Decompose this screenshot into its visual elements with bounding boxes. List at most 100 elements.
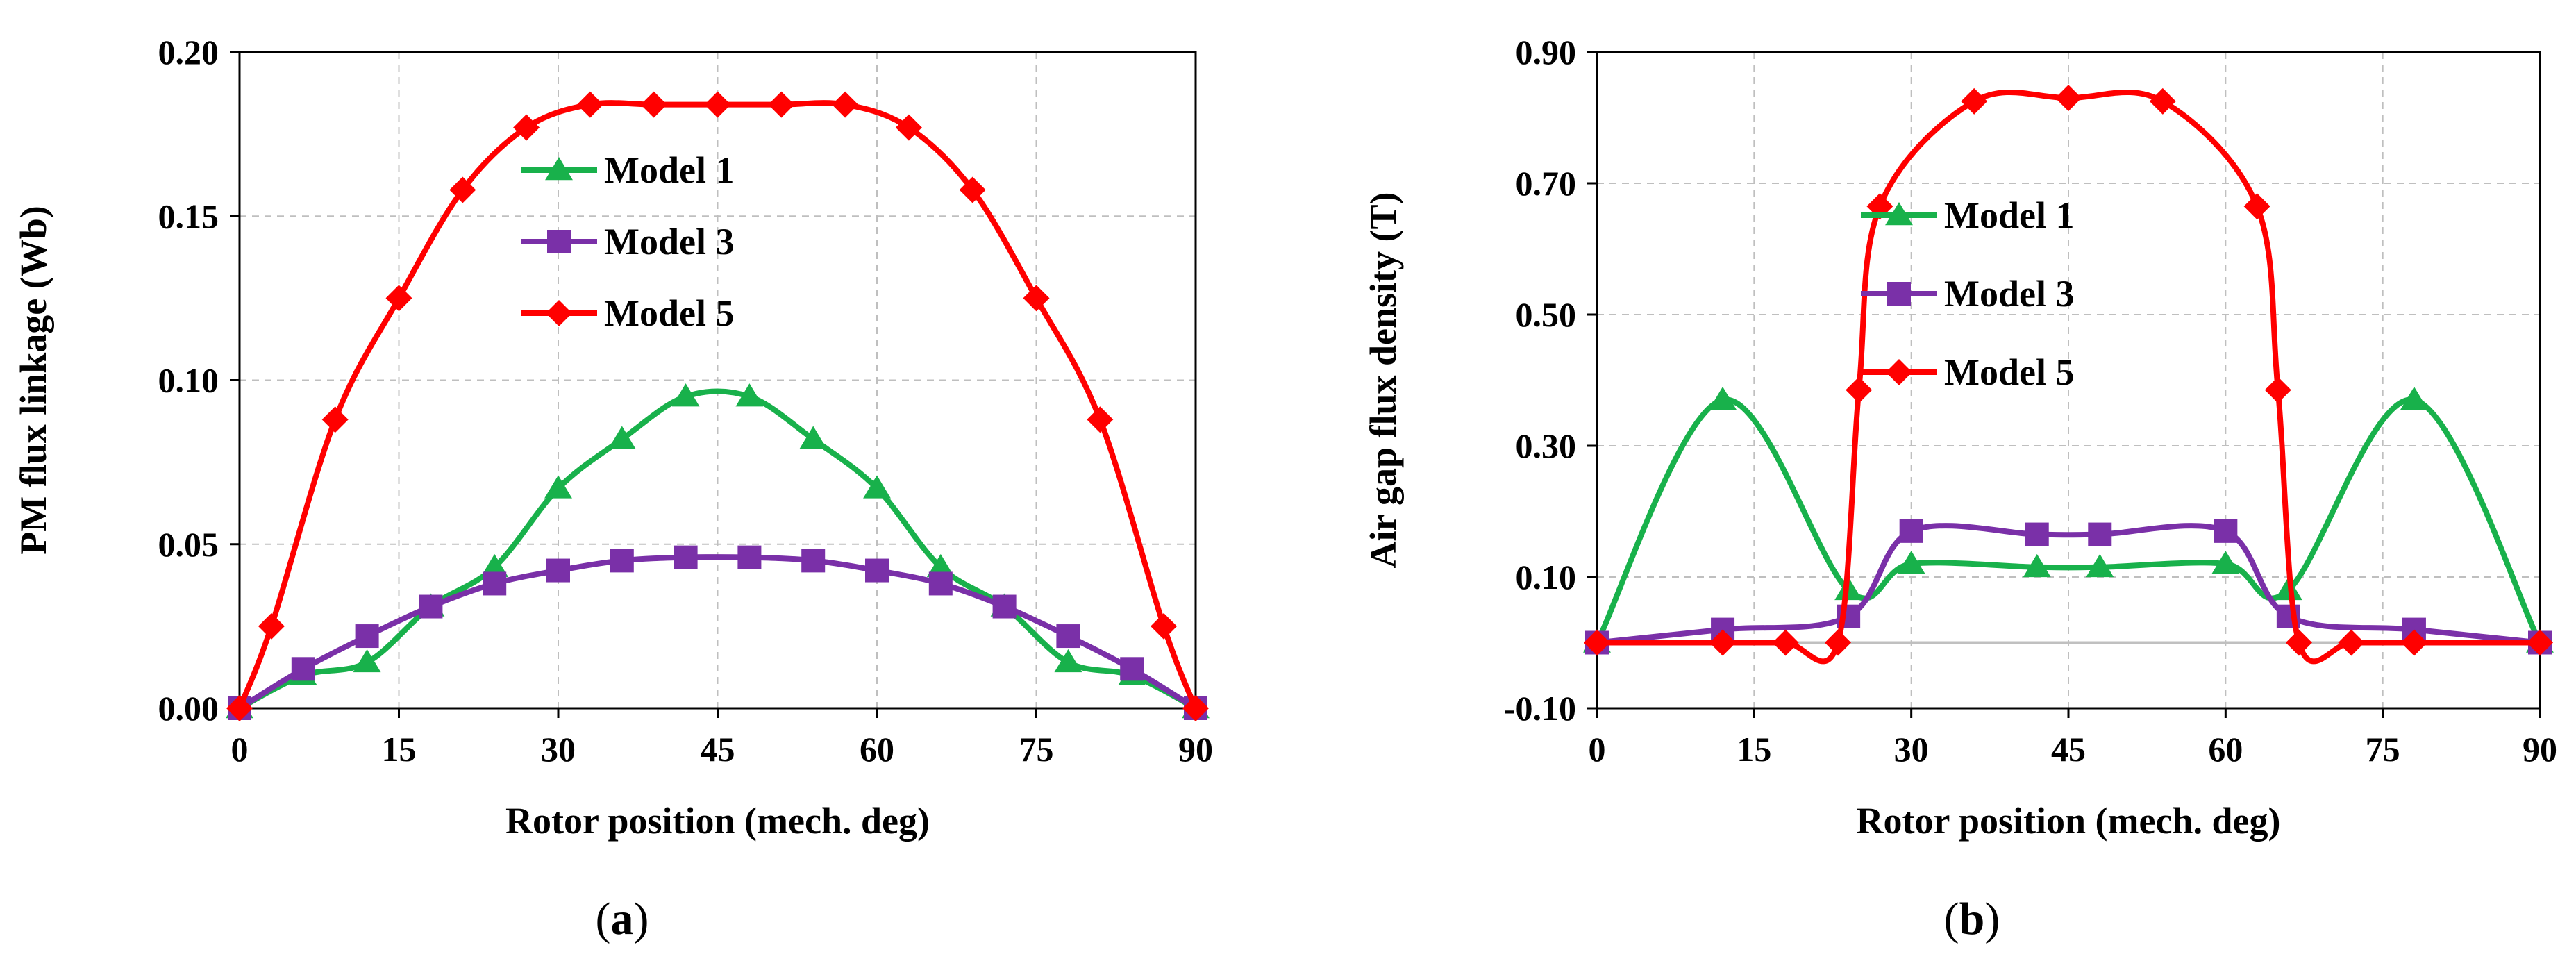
data-point-model-5	[704, 91, 731, 118]
data-point-model-3	[1899, 519, 1923, 543]
data-point-model-5	[640, 91, 667, 118]
legend-item-model-1: Model 1	[521, 149, 734, 191]
legend: Model 1 Model 3 Model 5	[1861, 194, 2074, 393]
legend-marker	[545, 157, 573, 181]
data-point-model-5	[768, 91, 795, 118]
data-point-model-5	[895, 114, 922, 141]
data-point-model-5	[2527, 629, 2553, 656]
legend-label: Model 1	[1944, 194, 2074, 236]
y-tick-label: 0.05	[158, 525, 219, 564]
series-model-5	[226, 91, 1209, 721]
data-point-model-5	[1151, 612, 1178, 640]
x-axis-label: Rotor position (mech. deg)	[505, 800, 930, 842]
series-line-model-3	[237, 554, 1198, 711]
data-point-model-5	[959, 176, 986, 203]
x-tick-label: 0	[231, 730, 249, 769]
data-point-model-5	[2400, 629, 2427, 656]
legend-label: Model 1	[604, 149, 734, 191]
x-tick-label: 60	[2208, 730, 2243, 769]
data-point-model-5	[2149, 87, 2176, 115]
data-point-model-5	[2264, 376, 2291, 403]
data-point-model-1	[1709, 386, 1737, 410]
legend-marker	[1886, 359, 1912, 385]
data-point-model-3	[483, 571, 507, 596]
x-tick-label: 45	[701, 730, 735, 769]
data-point-model-5	[1709, 629, 1737, 656]
x-tick-label: 90	[1178, 730, 1213, 769]
data-point-model-3	[992, 594, 1017, 619]
data-point-model-5	[2285, 629, 2312, 656]
x-tick-label: 90	[2523, 730, 2557, 769]
data-point-model-5	[832, 91, 859, 118]
chart-panel-a: 0 15 30 45 60 75 90 0.00 0.05 0.10 0.15 0.20 Rotor p…	[12, 33, 1213, 944]
x-axis-label: Rotor position (mech. deg)	[1857, 800, 2281, 842]
data-point-model-3	[801, 549, 826, 573]
y-tick-label: 0.50	[1516, 295, 1577, 334]
data-point-model-1	[608, 426, 636, 449]
data-point-model-3	[419, 594, 443, 619]
data-point-model-1	[353, 649, 381, 673]
y-tick-label: 0.20	[158, 33, 219, 72]
legend-item-model-5: Model 5	[521, 292, 734, 334]
legend-marker	[1885, 202, 1913, 226]
data-point-model-5	[1023, 285, 1050, 312]
legend-label: Model 3	[1944, 273, 2074, 315]
data-point-model-1	[1054, 649, 1082, 673]
data-point-model-3	[2214, 519, 2238, 543]
data-point-model-3	[1056, 624, 1080, 649]
x-tick-label: 15	[382, 730, 417, 769]
legend-label: Model 5	[1944, 351, 2074, 393]
data-point-model-1	[671, 383, 700, 407]
data-point-model-1	[799, 426, 828, 449]
data-point-model-5	[1584, 629, 1610, 656]
y-tick-label: 0.30	[1516, 426, 1577, 465]
data-point-model-3	[2088, 522, 2112, 546]
y-tick-label: 0.70	[1516, 164, 1577, 203]
y-tick-label: -0.10	[1504, 689, 1576, 728]
data-point-model-5	[2055, 85, 2082, 112]
data-point-model-5	[1825, 629, 1852, 656]
data-point-model-1	[2400, 386, 2428, 410]
data-point-model-5	[2338, 629, 2365, 656]
data-point-model-5	[2243, 193, 2270, 220]
data-point-model-5	[513, 114, 540, 141]
data-point-model-5	[449, 176, 476, 203]
chart-panel-b: 0 15 30 45 60 75 90 -0.10 0.10 0.30 0.50 0.70 0.90 Ro…	[1362, 33, 2557, 944]
legend-item-model-3: Model 3	[521, 221, 734, 262]
x-tick-label: 0	[1589, 730, 1606, 769]
data-point-model-5	[226, 695, 253, 721]
x-tick-label: 75	[2366, 730, 2400, 769]
data-point-model-3	[737, 545, 762, 569]
y-axis-label: PM flux linkage (Wb)	[12, 206, 54, 555]
series-model-5	[1584, 85, 2553, 665]
panel-label: (b)	[1944, 894, 2000, 944]
data-point-model-1	[926, 553, 955, 578]
data-point-model-3	[865, 558, 889, 583]
x-tick-label: 75	[1019, 730, 1054, 769]
x-tick-label: 15	[1737, 730, 1771, 769]
x-tick-label: 60	[860, 730, 894, 769]
data-point-model-1	[735, 383, 764, 407]
data-point-model-5	[1846, 376, 1873, 403]
data-point-model-1	[544, 475, 572, 499]
data-point-model-1	[2086, 553, 2114, 578]
data-point-model-3	[674, 545, 698, 569]
data-point-model-5	[1961, 87, 1988, 115]
legend-marker	[546, 300, 572, 326]
data-point-model-1	[480, 553, 509, 578]
data-point-model-5	[258, 612, 285, 640]
data-point-model-3	[928, 571, 953, 596]
legend-marker	[547, 230, 571, 253]
series-model-3	[228, 545, 1207, 720]
data-point-model-3	[546, 558, 570, 583]
legend-item-model-5: Model 5	[1861, 351, 2074, 393]
data-point-model-3	[291, 657, 315, 681]
legend: Model 1 Model 3 Model 5	[521, 149, 734, 334]
legend-item-model-1: Model 1	[1861, 194, 2074, 236]
data-point-model-5	[576, 91, 603, 118]
x-tick-label: 45	[2051, 730, 2086, 769]
legend-item-model-3: Model 3	[1861, 273, 2074, 315]
data-point-model-3	[1120, 657, 1144, 681]
x-tick-label: 30	[541, 730, 576, 769]
